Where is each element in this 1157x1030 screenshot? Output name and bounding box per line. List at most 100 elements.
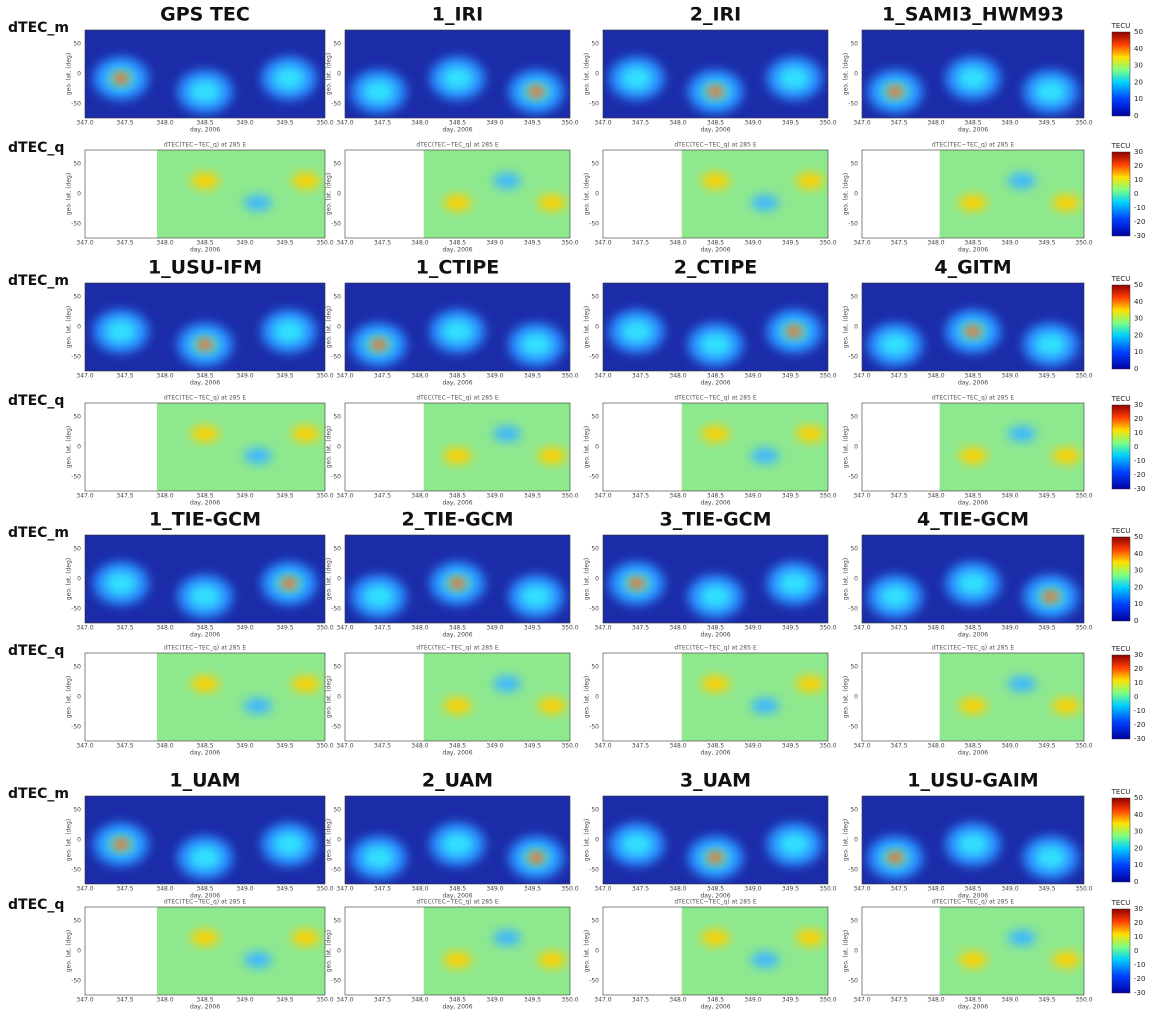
x-tick-label: 347.5 xyxy=(374,886,391,893)
x-tick-label: 348.5 xyxy=(964,997,981,1004)
colorbar xyxy=(1112,152,1130,236)
y-tick-label: 50 xyxy=(73,664,81,671)
y-tick-label: 0 xyxy=(854,191,858,198)
x-tick-label: 349.0 xyxy=(236,120,253,127)
heatmap xyxy=(603,907,828,995)
blob xyxy=(751,448,779,464)
colorbar-tick-label: -10 xyxy=(1134,204,1145,212)
x-tick-label: 348.0 xyxy=(669,743,686,750)
blob xyxy=(1052,195,1080,211)
x-tick-label: 348.5 xyxy=(449,120,466,127)
row-label: dTEC_m xyxy=(8,525,69,541)
colorbar-tick-label: 10 xyxy=(1134,95,1143,103)
x-axis-label: day, 2006 xyxy=(190,380,220,387)
colorbar xyxy=(1112,405,1130,489)
y-axis-label: geo. lat. (deg) xyxy=(584,306,591,348)
x-tick-label: 348.0 xyxy=(669,997,686,1004)
row-label: dTEC_q xyxy=(8,897,64,913)
x-tick-label: 349.5 xyxy=(524,240,541,247)
blob xyxy=(244,952,272,968)
x-tick-label: 348.0 xyxy=(669,493,686,500)
blob xyxy=(191,930,219,946)
x-tick-label: 347.0 xyxy=(336,240,353,247)
heatmap-field xyxy=(424,653,570,741)
x-tick-label: 347.5 xyxy=(890,240,907,247)
blob xyxy=(751,698,779,714)
y-tick-label: 50 xyxy=(73,161,81,168)
y-tick-label: 50 xyxy=(73,807,81,814)
colorbar xyxy=(1112,537,1130,621)
x-tick-label: 347.0 xyxy=(853,625,870,632)
y-axis-label: geo. lat. (deg) xyxy=(584,53,591,95)
x-tick-label: 347.0 xyxy=(336,743,353,750)
x-tick-label: 349.0 xyxy=(744,886,761,893)
x-tick-label: 347.5 xyxy=(632,743,649,750)
colorbar-tick-label: -30 xyxy=(1134,989,1145,997)
blob xyxy=(363,80,395,104)
colorbar-tick-label: 0 xyxy=(1134,112,1138,120)
x-tick-label: 349.5 xyxy=(782,493,799,500)
colorbar-tick-label: 50 xyxy=(1134,28,1143,36)
x-tick-label: 347.0 xyxy=(853,886,870,893)
x-axis-label: day, 2006 xyxy=(700,500,730,507)
y-tick-label: 0 xyxy=(595,694,599,701)
colorbar-tick-label: -10 xyxy=(1134,707,1145,715)
heatmap xyxy=(85,907,325,995)
x-tick-label: 348.0 xyxy=(669,886,686,893)
panel-title: 2_TIE-GCM xyxy=(401,509,513,531)
y-tick-label: -50 xyxy=(589,978,599,985)
y-tick-label: 50 xyxy=(591,41,599,48)
x-tick-label: 349.5 xyxy=(1038,493,1055,500)
x-tick-label: 349.5 xyxy=(276,240,293,247)
x-tick-label: 348.0 xyxy=(927,743,944,750)
y-axis-label: geo. lat. (deg) xyxy=(843,819,850,861)
y-tick-label: -50 xyxy=(71,221,81,228)
heatmap-field xyxy=(940,150,1084,238)
x-axis-label: day, 2006 xyxy=(958,247,988,254)
y-tick-label: -50 xyxy=(848,474,858,481)
x-tick-label: 349.0 xyxy=(236,625,253,632)
x-tick-label: 347.0 xyxy=(594,743,611,750)
colorbar-tick-label: 0 xyxy=(1134,365,1138,373)
panel-title: 1_IRI xyxy=(432,4,484,26)
x-tick-label: 349.0 xyxy=(486,373,503,380)
blob xyxy=(1052,698,1080,714)
colorbar-tick-label: 0 xyxy=(1134,693,1138,701)
x-tick-label: 349.0 xyxy=(744,997,761,1004)
blob xyxy=(796,930,824,946)
panel-subtitle: dTEC(TEC−TEC_q) at 285 E xyxy=(674,899,756,906)
x-tick-label: 349.5 xyxy=(276,120,293,127)
y-tick-label: 50 xyxy=(850,664,858,671)
x-tick-label: 348.5 xyxy=(964,743,981,750)
x-tick-label: 348.5 xyxy=(964,886,981,893)
x-tick-label: 348.5 xyxy=(964,373,981,380)
x-tick-label: 348.5 xyxy=(449,240,466,247)
blob xyxy=(444,952,472,968)
x-tick-label: 348.0 xyxy=(156,997,173,1004)
y-tick-label: 0 xyxy=(854,576,858,583)
blob xyxy=(292,173,320,189)
blob xyxy=(538,195,566,211)
x-tick-label: 348.5 xyxy=(449,997,466,1004)
y-tick-label: 50 xyxy=(73,414,81,421)
colorbar-tick-label: -30 xyxy=(1134,485,1145,493)
x-tick-label: 347.0 xyxy=(594,373,611,380)
x-tick-label: 350.0 xyxy=(819,743,836,750)
colorbar-tick-label: 10 xyxy=(1134,429,1143,437)
heatmap-field xyxy=(682,150,828,238)
y-axis-label: geo. lat. (deg) xyxy=(843,173,850,215)
panel-title: 3_UAM xyxy=(680,770,751,792)
x-tick-label: 347.0 xyxy=(336,493,353,500)
blob xyxy=(628,577,646,589)
y-axis-label: geo. lat. (deg) xyxy=(843,426,850,468)
x-tick-label: 349.5 xyxy=(524,625,541,632)
y-tick-label: -50 xyxy=(331,101,341,108)
x-tick-label: 347.0 xyxy=(594,886,611,893)
x-tick-label: 349.5 xyxy=(276,743,293,750)
panel-title: 1_SAMI3_HWM93 xyxy=(882,4,1064,26)
y-tick-label: 50 xyxy=(850,414,858,421)
y-tick-label: 0 xyxy=(77,71,81,78)
y-axis-label: geo. lat. (deg) xyxy=(584,558,591,600)
y-tick-label: 50 xyxy=(850,918,858,925)
x-axis-label: day, 2006 xyxy=(958,380,988,387)
